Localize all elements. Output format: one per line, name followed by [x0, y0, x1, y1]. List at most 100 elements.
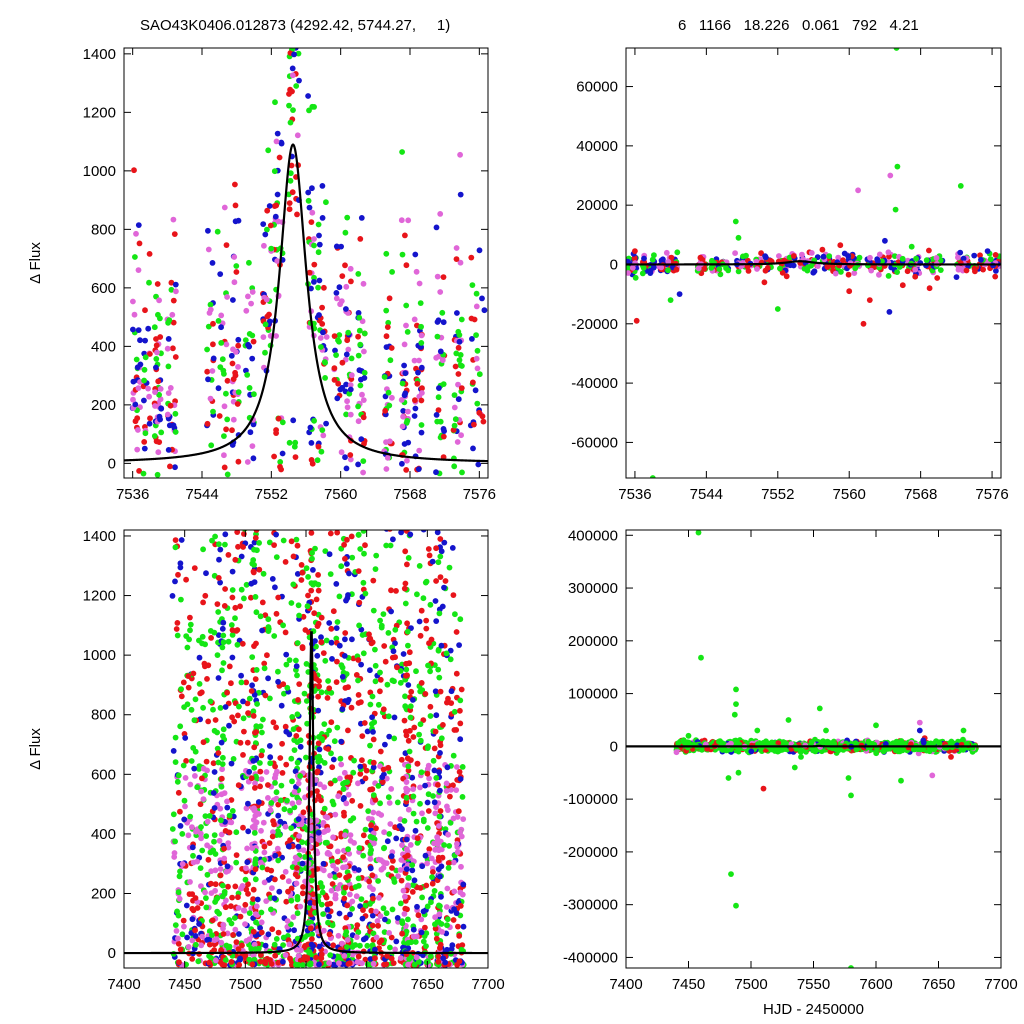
data-point	[194, 784, 201, 791]
data-point	[361, 550, 367, 557]
data-point	[441, 842, 447, 848]
data-point	[253, 729, 260, 735]
y-tick-label: 800	[91, 221, 116, 238]
data-point	[405, 916, 411, 923]
data-point	[324, 906, 331, 913]
data-point	[347, 774, 354, 781]
data-point	[232, 926, 239, 933]
data-point	[333, 290, 340, 296]
data-point	[457, 616, 464, 623]
data-point	[359, 733, 366, 739]
data-point	[234, 401, 241, 407]
data-point	[311, 236, 317, 242]
data-point	[251, 391, 257, 398]
data-point	[290, 726, 297, 732]
data-point	[335, 380, 342, 387]
data-point	[178, 693, 185, 700]
data-point	[362, 775, 369, 782]
data-point	[456, 769, 463, 775]
data-point	[422, 691, 429, 697]
x-tick-label: 7400	[107, 976, 140, 993]
data-point	[356, 327, 363, 334]
data-point	[260, 334, 267, 340]
data-point	[319, 183, 326, 189]
data-point	[156, 413, 163, 420]
data-point	[169, 311, 176, 318]
data-point	[388, 786, 395, 792]
data-point	[134, 364, 141, 371]
data-point	[325, 678, 331, 684]
data-point	[440, 722, 446, 728]
data-point	[220, 619, 227, 626]
data-point	[298, 577, 305, 583]
data-point	[235, 543, 241, 550]
data-point	[282, 823, 289, 830]
data-point	[438, 642, 445, 649]
data-point	[425, 546, 432, 552]
data-point	[450, 592, 457, 598]
data-point	[450, 782, 456, 789]
data-point	[264, 866, 271, 873]
data-point	[242, 876, 249, 883]
data-point	[211, 769, 218, 775]
data-point	[308, 530, 315, 536]
data-point	[196, 654, 203, 661]
data-point	[189, 844, 196, 851]
data-point	[984, 248, 991, 255]
data-point	[241, 531, 247, 537]
data-point	[165, 363, 172, 370]
data-point	[152, 403, 158, 409]
data-point	[179, 831, 186, 837]
data-point	[837, 242, 844, 249]
data-points	[169, 530, 467, 968]
data-point	[416, 563, 423, 569]
data-point	[454, 764, 460, 770]
data-point	[211, 832, 218, 838]
plot-frame	[625, 47, 1002, 479]
data-point	[416, 731, 422, 738]
data-point	[300, 884, 306, 890]
data-point	[274, 845, 281, 852]
data-point	[447, 793, 453, 800]
data-point	[283, 651, 290, 658]
data-point	[135, 427, 141, 433]
data-point	[360, 852, 367, 859]
y-tick-label: 0	[108, 945, 116, 962]
data-point	[336, 593, 343, 600]
data-point	[435, 857, 442, 864]
data-point	[431, 767, 438, 774]
data-point	[289, 65, 296, 72]
data-point	[196, 681, 203, 687]
data-point	[252, 856, 259, 863]
y-tick-label: 600	[91, 766, 116, 783]
data-point	[156, 439, 163, 445]
data-point	[391, 714, 398, 721]
data-point	[251, 764, 258, 771]
y-tick-label: 60000	[576, 79, 618, 96]
data-point	[218, 817, 224, 824]
data-point	[262, 942, 269, 949]
data-point	[285, 843, 292, 850]
data-point	[354, 922, 361, 928]
data-point	[315, 740, 322, 747]
data-point	[225, 552, 232, 558]
data-point	[180, 762, 187, 769]
data-point	[407, 531, 414, 538]
data-point	[153, 356, 160, 362]
data-point	[252, 594, 259, 600]
data-point	[375, 783, 382, 789]
data-point	[235, 342, 242, 349]
data-point	[826, 253, 833, 259]
data-point	[735, 268, 742, 275]
data-point	[253, 903, 260, 910]
data-point	[290, 914, 297, 920]
data-point	[764, 265, 771, 271]
data-point	[393, 588, 399, 594]
data-point	[252, 785, 258, 791]
data-point	[238, 553, 245, 560]
data-point	[244, 459, 251, 465]
data-point	[458, 833, 465, 840]
data-point	[241, 595, 247, 602]
data-point	[428, 855, 435, 862]
data-point	[282, 559, 289, 565]
